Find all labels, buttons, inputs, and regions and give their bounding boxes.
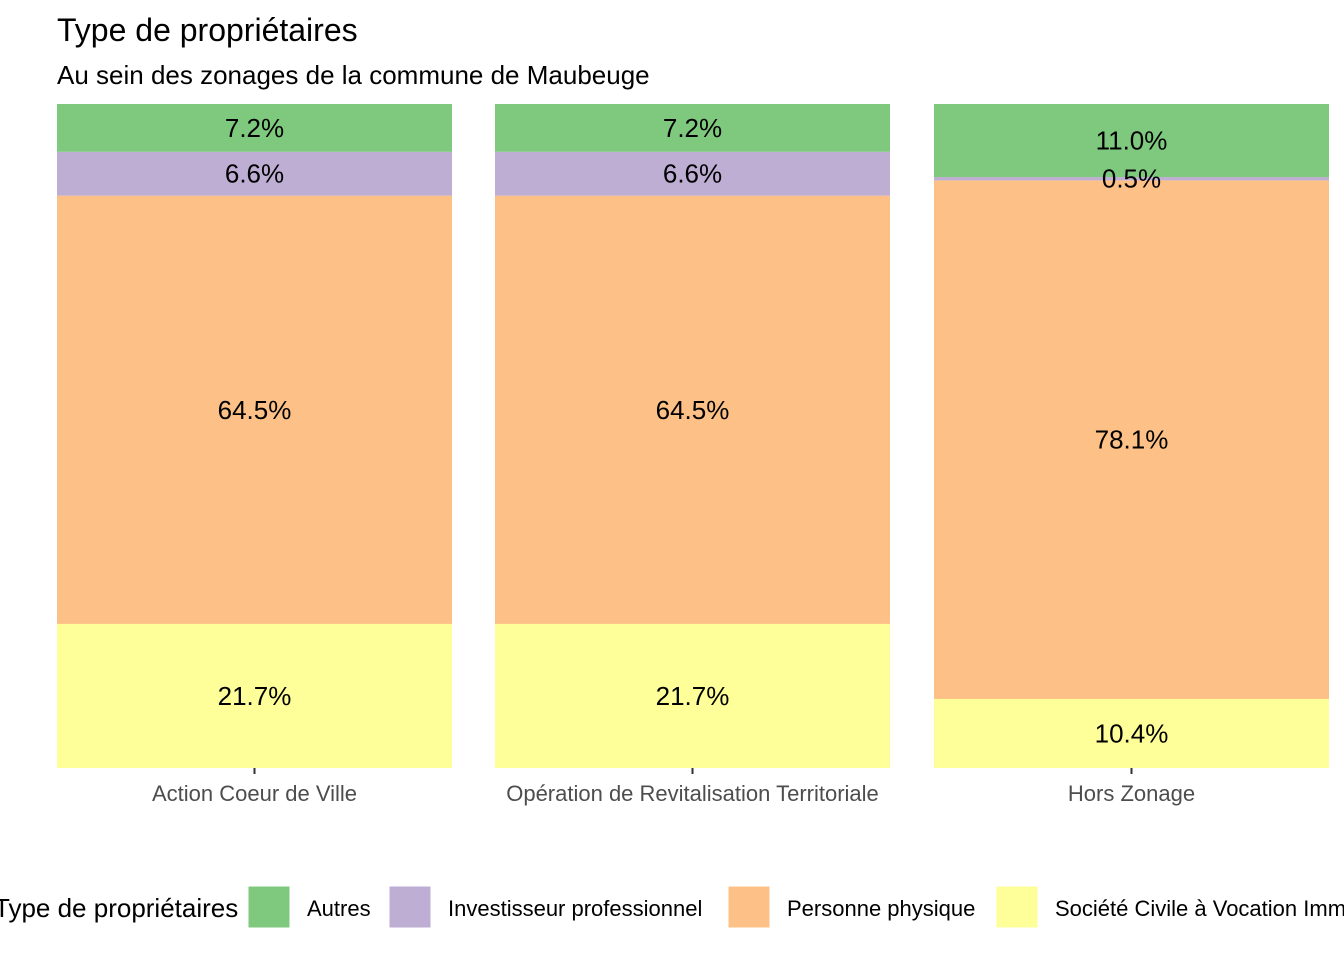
x-tick-label-hors-zonage: Hors Zonage [1068, 781, 1195, 806]
legend-key-autres [247, 885, 291, 929]
bar-segment-personne-physique-operation-de-revitalisation-territoriale [495, 195, 890, 624]
bar-segment-autres-operation-de-revitalisation-territoriale [495, 104, 890, 152]
data-label-investisseur-professionnel-hors-zonage: 0.5% [1102, 164, 1161, 194]
bars-layer [57, 104, 1329, 768]
data-label-autres-operation-de-revitalisation-territoriale: 7.2% [663, 113, 722, 143]
legend-label-societe-civile-a-vocation-immobiliere: Société Civile à Vocation Immobilière [1055, 896, 1344, 921]
data-label-autres-action-coeur-de-ville: 7.2% [225, 113, 284, 143]
data-label-personne-physique-operation-de-revitalisation-territoriale: 64.5% [656, 395, 730, 425]
bar-segment-personne-physique-hors-zonage [934, 180, 1329, 699]
chart-subtitle: Au sein des zonages de la commune de Mau… [57, 60, 650, 90]
x-tick-label-action-coeur-de-ville: Action Coeur de Ville [152, 781, 357, 806]
legend-label-autres: Autres [307, 896, 371, 921]
legend-label-investisseur-professionnel: Investisseur professionnel [448, 896, 702, 921]
data-label-investisseur-professionnel-action-coeur-de-ville: 6.6% [225, 159, 284, 189]
chart-title: Type de propriétaires [57, 12, 358, 48]
data-labels-layer: 21.7% 64.5% 6.6% 7.2% 21.7% 64.5% 6.6% 7.2% 10.4… [218, 113, 1169, 749]
legend-key-personne-physique [727, 885, 771, 929]
legend: Type de propriétaires Autres Investisseur … [0, 885, 1344, 929]
bar-segment-societe-civile-a-vocation-immobiliere-action-coeur-de-ville [57, 623, 452, 768]
bar-segment-societe-civile-a-vocation-immobiliere-operation-de-revitalisation-territoriale [495, 623, 890, 768]
data-label-societe-civile-a-vocation-immobiliere-operation-de-revitalisation-territoriale: 21.7% [656, 681, 730, 711]
data-label-autres-hors-zonage: 11.0% [1096, 126, 1168, 156]
bar-segment-autres-action-coeur-de-ville [57, 104, 452, 152]
x-tick-label-operation-de-revitalisation-territoriale: Opération de Revitalisation Territoriale [506, 781, 879, 806]
bar-segment-investisseur-professionnel-operation-de-revitalisation-territoriale [495, 151, 890, 196]
data-label-personne-physique-action-coeur-de-ville: 64.5% [218, 395, 292, 425]
x-axis: Action Coeur de Ville Opération de Revita… [152, 768, 1195, 806]
data-label-societe-civile-a-vocation-immobiliere-hors-zonage: 10.4% [1095, 718, 1169, 748]
data-label-personne-physique-hors-zonage: 78.1% [1095, 425, 1169, 455]
bar-segment-personne-physique-action-coeur-de-ville [57, 195, 452, 624]
bar-segment-autres-hors-zonage [934, 104, 1329, 178]
bar-segment-investisseur-professionnel-action-coeur-de-ville [57, 151, 452, 196]
bar-segment-investisseur-professionnel-hors-zonage [934, 177, 1329, 181]
legend-key-investisseur-professionnel [388, 885, 432, 929]
data-label-societe-civile-a-vocation-immobiliere-action-coeur-de-ville: 21.7% [218, 681, 292, 711]
bar-segment-societe-civile-a-vocation-immobiliere-hors-zonage [934, 698, 1329, 768]
legend-title: Type de propriétaires [0, 893, 238, 923]
legend-key-societe-civile-a-vocation-immobiliere [995, 885, 1039, 929]
legend-label-personne-physique: Personne physique [787, 896, 975, 921]
data-label-investisseur-professionnel-operation-de-revitalisation-territoriale: 6.6% [663, 159, 722, 189]
